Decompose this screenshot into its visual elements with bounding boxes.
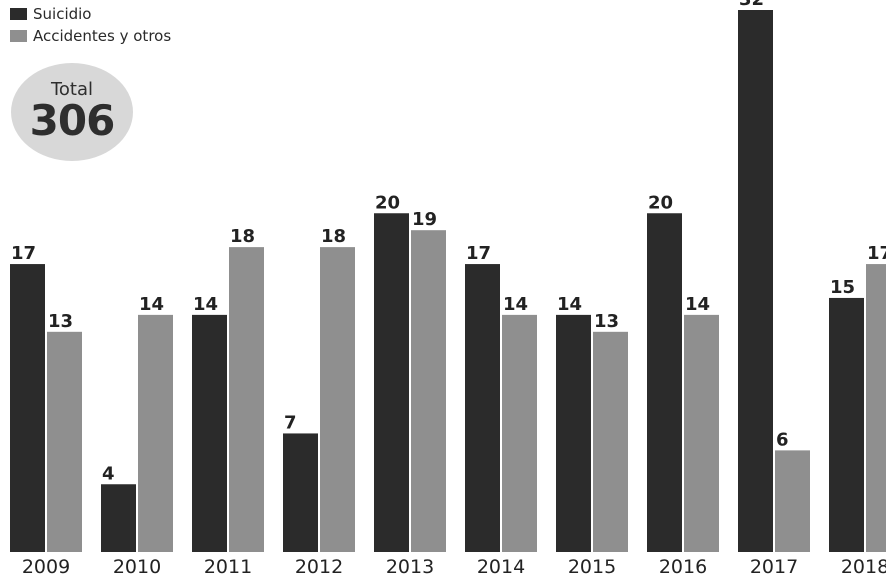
data-label-suicidio-2012: 7 [284,412,297,433]
legend-swatch-suicidio [10,8,27,20]
data-label-accidentes-2010: 14 [139,294,164,315]
data-label-suicidio-2010: 4 [102,463,115,484]
data-label-accidentes-2014: 14 [503,294,528,315]
bar-suicidio-2014 [465,264,500,552]
bar-suicidio-2018 [829,297,864,552]
bar-accidentes-2012 [320,247,355,552]
bar-accidentes-2018 [866,264,886,552]
bar-accidentes-2011 [229,247,264,552]
legend-item-accidentes: Accidentes y otros [10,25,171,47]
bar-suicidio-2013 [374,213,409,552]
total-value: 306 [29,96,116,145]
data-label-accidentes-2011: 18 [230,226,255,247]
x-tick-label-2011: 2011 [204,556,252,577]
data-label-suicidio-2017: 32 [739,0,764,10]
bar-accidentes-2009 [47,331,82,552]
bar-accidentes-2010 [138,314,173,552]
data-label-suicidio-2011: 14 [193,294,218,315]
legend-label-suicidio: Suicidio [33,5,92,23]
data-label-accidentes-2017: 6 [776,429,789,450]
bar-suicidio-2009 [10,264,45,552]
x-tick-label-2012: 2012 [295,556,343,577]
bar-suicidio-2012 [283,433,318,552]
data-label-accidentes-2015: 13 [594,311,619,332]
data-label-accidentes-2018: 17 [867,243,886,264]
legend-swatch-accidentes [10,30,27,42]
legend: Suicidio Accidentes y otros [10,3,171,47]
data-label-suicidio-2016: 20 [648,192,673,213]
x-tick-label-2013: 2013 [386,556,434,577]
bar-suicidio-2010 [101,484,136,552]
total-label: Total [50,79,94,100]
x-tick-label-2010: 2010 [113,556,161,577]
data-label-suicidio-2018: 15 [830,277,855,298]
data-label-accidentes-2016: 14 [685,294,710,315]
bar-accidentes-2013 [411,230,446,552]
x-tick-label-2014: 2014 [477,556,525,577]
x-tick-label-2009: 2009 [22,556,70,577]
data-label-suicidio-2014: 17 [466,243,491,264]
x-tick-label-2015: 2015 [568,556,616,577]
bar-suicidio-2017 [738,10,773,552]
total-bubble: Total 306 [11,63,133,161]
data-label-accidentes-2009: 13 [48,311,73,332]
data-label-accidentes-2012: 18 [321,226,346,247]
bar-accidentes-2017 [775,450,810,552]
x-tick-label-2017: 2017 [750,556,798,577]
data-label-suicidio-2009: 17 [11,243,36,264]
bar-suicidio-2015 [556,314,591,552]
bar-suicidio-2016 [647,213,682,552]
bar-accidentes-2016 [684,314,719,552]
legend-label-accidentes: Accidentes y otros [33,27,172,45]
x-tick-label-2016: 2016 [659,556,707,577]
bar-suicidio-2011 [192,314,227,552]
bar-accidentes-2014 [502,314,537,552]
data-label-accidentes-2013: 19 [412,209,437,230]
legend-item-suicidio: Suicidio [10,3,171,25]
data-label-suicidio-2013: 20 [375,192,400,213]
bar-accidentes-2015 [593,331,628,552]
data-label-suicidio-2015: 14 [557,294,582,315]
x-tick-label-2018: 2018 [841,556,886,577]
